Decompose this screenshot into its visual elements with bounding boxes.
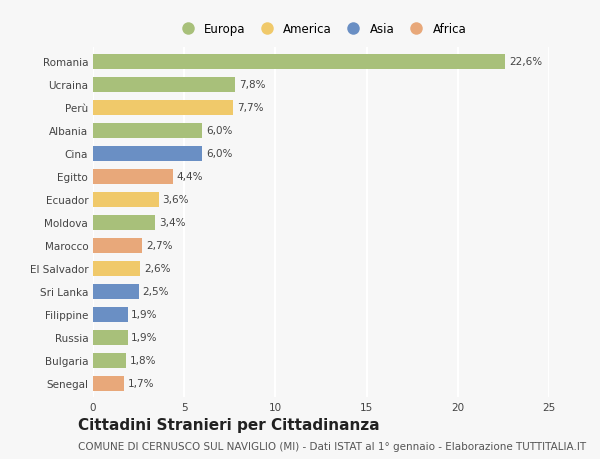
- Bar: [93, 215, 155, 230]
- Text: 3,6%: 3,6%: [163, 195, 189, 205]
- Text: 1,8%: 1,8%: [130, 355, 156, 365]
- Bar: [93, 78, 235, 92]
- Bar: [93, 307, 128, 322]
- Bar: [93, 330, 128, 345]
- Text: 6,0%: 6,0%: [206, 126, 232, 136]
- Bar: [93, 55, 505, 69]
- Bar: [93, 353, 126, 368]
- Bar: [93, 376, 124, 391]
- Text: 6,0%: 6,0%: [206, 149, 232, 159]
- Bar: [93, 101, 233, 115]
- Text: 3,4%: 3,4%: [158, 218, 185, 228]
- Text: 2,6%: 2,6%: [144, 263, 170, 274]
- Text: 1,7%: 1,7%: [128, 378, 154, 388]
- Bar: [93, 261, 140, 276]
- Text: 4,4%: 4,4%: [177, 172, 203, 182]
- Bar: [93, 238, 142, 253]
- Text: 1,9%: 1,9%: [131, 309, 158, 319]
- Legend: Europa, America, Asia, Africa: Europa, America, Asia, Africa: [172, 19, 470, 39]
- Text: 7,8%: 7,8%: [239, 80, 265, 90]
- Text: 22,6%: 22,6%: [509, 57, 542, 67]
- Bar: [93, 146, 202, 161]
- Text: 1,9%: 1,9%: [131, 332, 158, 342]
- Bar: [93, 192, 158, 207]
- Text: 2,5%: 2,5%: [142, 286, 169, 297]
- Text: Cittadini Stranieri per Cittadinanza: Cittadini Stranieri per Cittadinanza: [78, 417, 380, 432]
- Text: 7,7%: 7,7%: [237, 103, 263, 113]
- Text: COMUNE DI CERNUSCO SUL NAVIGLIO (MI) - Dati ISTAT al 1° gennaio - Elaborazione T: COMUNE DI CERNUSCO SUL NAVIGLIO (MI) - D…: [78, 441, 586, 451]
- Bar: [93, 284, 139, 299]
- Text: 2,7%: 2,7%: [146, 241, 172, 251]
- Bar: [93, 123, 202, 138]
- Bar: [93, 169, 173, 184]
